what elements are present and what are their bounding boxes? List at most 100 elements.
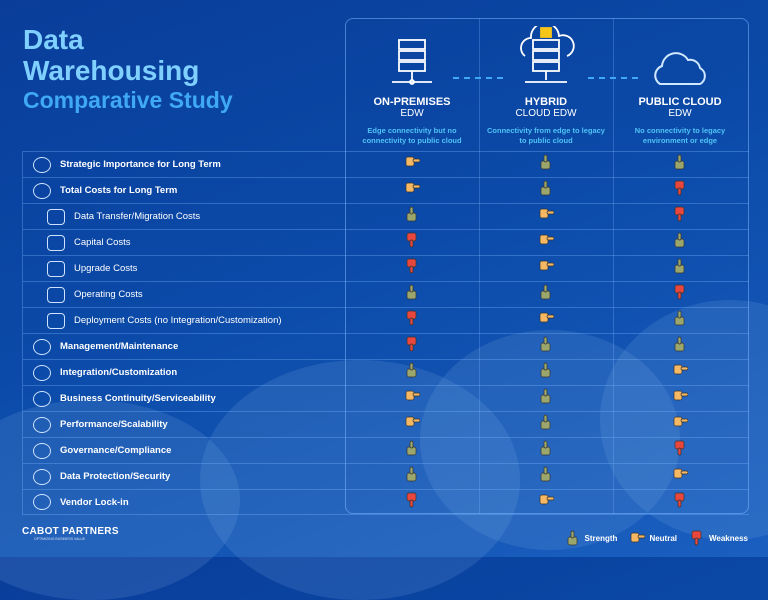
thumb-neutral-icon bbox=[672, 466, 689, 487]
rating-neutral bbox=[479, 258, 613, 279]
row-label: Upgrade Costs bbox=[74, 263, 138, 274]
thumb-neutral-icon bbox=[538, 492, 555, 513]
rating-neutral bbox=[345, 388, 479, 409]
table-row: Performance/Scalability bbox=[22, 411, 749, 437]
table-row: Operating Costs bbox=[22, 281, 749, 307]
row-label: Deployment Costs (no Integration/Customi… bbox=[74, 315, 282, 326]
rating-strength bbox=[479, 180, 613, 201]
criterion-icon bbox=[33, 494, 51, 510]
thumb-strength-icon bbox=[538, 180, 554, 201]
row-label: Vendor Lock-in bbox=[60, 496, 129, 508]
criterion-icon bbox=[47, 312, 65, 329]
thumb-strength-icon bbox=[538, 388, 554, 409]
thumb-weakness-icon bbox=[404, 258, 420, 279]
thumb-strength-icon bbox=[538, 440, 554, 461]
thumb-neutral-icon bbox=[672, 414, 689, 435]
rating-weakness bbox=[613, 284, 747, 305]
criterion-icon bbox=[47, 286, 65, 303]
thumb-neutral-icon bbox=[538, 232, 555, 253]
table-row: Governance/Compliance bbox=[22, 437, 749, 463]
rating-neutral bbox=[613, 362, 747, 383]
row-label: Governance/Compliance bbox=[60, 445, 172, 456]
row-label: Data Protection/Security bbox=[60, 471, 171, 482]
criterion-icon bbox=[47, 208, 65, 225]
column-header-1: HYBRID CLOUD EDW Connectivity from edge … bbox=[479, 18, 613, 151]
thumb-strength-icon bbox=[538, 414, 554, 435]
rating-strength bbox=[479, 336, 613, 357]
rating-neutral bbox=[345, 154, 479, 175]
server-icon bbox=[345, 18, 479, 88]
rating-weakness bbox=[345, 336, 479, 357]
cloud-server-lock-icon bbox=[479, 18, 613, 88]
rating-weakness bbox=[345, 258, 479, 279]
thumb-weakness-icon bbox=[672, 206, 688, 227]
table-row: Data Transfer/Migration Costs bbox=[22, 203, 749, 229]
rating-strength bbox=[345, 206, 479, 227]
rating-weakness bbox=[613, 492, 747, 513]
rating-neutral bbox=[479, 492, 613, 513]
rating-strength bbox=[479, 284, 613, 305]
rating-weakness bbox=[613, 180, 747, 201]
rating-strength bbox=[345, 440, 479, 461]
thumb-neutral-icon bbox=[538, 258, 555, 279]
thumb-neutral-icon bbox=[538, 206, 555, 227]
rating-strength bbox=[479, 466, 613, 487]
criterion-icon bbox=[33, 468, 51, 485]
rating-neutral bbox=[479, 232, 613, 253]
criterion-icon bbox=[33, 416, 51, 433]
table-row: Deployment Costs (no Integration/Customi… bbox=[22, 307, 749, 333]
rating-strength bbox=[613, 310, 747, 331]
table-row: Total Costs for Long Term bbox=[22, 177, 749, 203]
criterion-icon bbox=[47, 260, 65, 277]
rating-neutral bbox=[613, 414, 747, 435]
rating-neutral bbox=[613, 466, 747, 487]
row-label: Management/Maintenance bbox=[60, 341, 179, 352]
row-label: Total Costs for Long Term bbox=[60, 185, 178, 196]
thumb-strength-icon bbox=[565, 530, 581, 546]
cloud-icon bbox=[613, 18, 747, 88]
row-label: Strategic Importance for Long Term bbox=[60, 159, 221, 170]
criterion-icon bbox=[33, 338, 51, 355]
column-header-2: PUBLIC CLOUD EDW No connectivity to lega… bbox=[613, 18, 747, 151]
thumb-strength-icon bbox=[538, 362, 554, 383]
thumb-strength-icon bbox=[672, 258, 688, 279]
legend-strength: Strength bbox=[565, 530, 617, 546]
thumb-neutral-icon bbox=[404, 414, 421, 435]
thumb-weakness-icon bbox=[404, 232, 420, 253]
thumb-strength-icon bbox=[404, 362, 420, 383]
thumb-weakness-icon bbox=[689, 530, 705, 546]
rating-weakness bbox=[613, 440, 747, 461]
thumb-neutral-icon bbox=[629, 530, 646, 546]
table-row: Management/Maintenance bbox=[22, 333, 749, 359]
thumb-neutral-icon bbox=[672, 362, 689, 383]
thumb-neutral-icon bbox=[404, 154, 421, 175]
rating-strength bbox=[479, 388, 613, 409]
thumb-strength-icon bbox=[672, 336, 688, 357]
rating-strength bbox=[479, 414, 613, 435]
rating-neutral bbox=[345, 414, 479, 435]
rating-strength bbox=[345, 284, 479, 305]
rating-strength bbox=[613, 154, 747, 175]
table-row: Capital Costs bbox=[22, 229, 749, 255]
thumb-strength-icon bbox=[672, 154, 688, 175]
rating-weakness bbox=[345, 492, 479, 513]
thumb-weakness-icon bbox=[672, 492, 688, 513]
criterion-icon bbox=[33, 390, 51, 407]
thumb-weakness-icon bbox=[672, 440, 688, 461]
table-row: Integration/Customization bbox=[22, 359, 749, 385]
table-row: Vendor Lock-in bbox=[22, 489, 749, 515]
thumb-strength-icon bbox=[672, 232, 688, 253]
table-row: Business Continuity/Serviceability bbox=[22, 385, 749, 411]
criterion-icon bbox=[33, 182, 51, 199]
thumb-strength-icon bbox=[538, 336, 554, 357]
rating-strength bbox=[479, 440, 613, 461]
rating-strength bbox=[613, 232, 747, 253]
rating-strength bbox=[345, 362, 479, 383]
rating-strength bbox=[479, 154, 613, 175]
criterion-icon bbox=[33, 156, 51, 173]
thumb-strength-icon bbox=[404, 466, 420, 487]
thumb-weakness-icon bbox=[404, 336, 420, 357]
rating-neutral bbox=[613, 388, 747, 409]
thumb-neutral-icon bbox=[538, 310, 555, 331]
rating-strength bbox=[613, 336, 747, 357]
